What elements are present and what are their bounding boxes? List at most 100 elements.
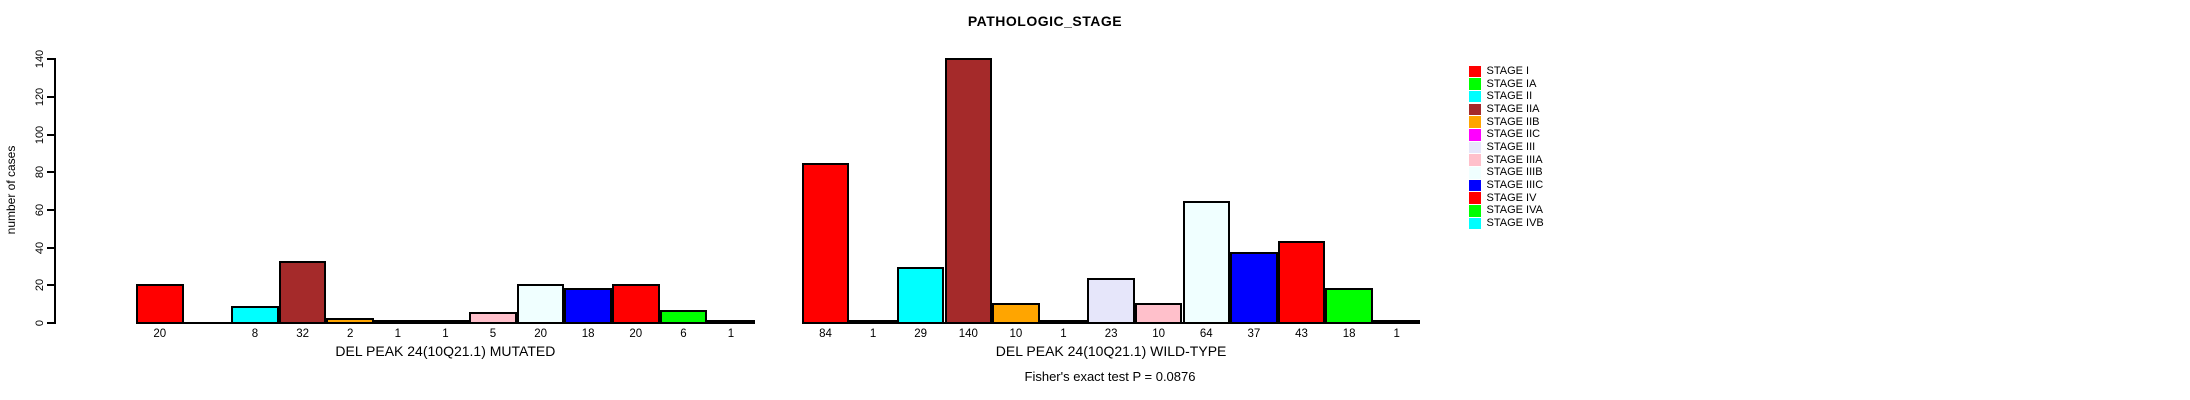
y-tick-label: 120 — [34, 87, 46, 107]
y-tick — [47, 209, 55, 212]
bar-value-label: 1 — [869, 328, 877, 340]
legend-swatch — [1469, 78, 1481, 90]
bar-value-label: 84 — [819, 328, 832, 340]
bar — [1039, 319, 1088, 324]
bar — [707, 319, 755, 324]
y-tick-label: 0 — [34, 319, 46, 327]
fisher-test-annotation: Fisher's exact test P = 0.0876 — [1024, 369, 1196, 384]
legend-swatch — [1469, 205, 1481, 217]
bar-value-label: 64 — [1199, 328, 1213, 340]
bar — [1230, 251, 1278, 324]
bar — [1372, 319, 1421, 324]
legend-item: STAGE IIC — [1469, 128, 1544, 141]
bar-value-label: 2 — [346, 328, 354, 340]
legend-swatch — [1469, 217, 1481, 230]
bar — [421, 319, 470, 324]
bar-value-label: 6 — [680, 328, 687, 340]
legend-label: STAGE I — [1486, 64, 1530, 77]
bar — [374, 319, 422, 324]
legend-swatch — [1469, 116, 1481, 128]
y-tick — [47, 284, 55, 287]
legend-label: STAGE IIA — [1486, 102, 1540, 115]
legend-item: STAGE I — [1469, 65, 1544, 78]
bar-value-label: 1 — [1393, 328, 1400, 340]
bar-value-label: 10 — [1152, 328, 1166, 340]
y-tick-label: 80 — [34, 166, 46, 179]
bar-value-label: 20 — [534, 328, 547, 340]
y-axis-label: number of cases — [4, 145, 18, 235]
bar-value-label: 20 — [153, 328, 167, 340]
legend-swatch — [1469, 103, 1481, 116]
legend-swatch — [1469, 192, 1481, 204]
legend-item: STAGE IVB — [1469, 217, 1544, 230]
bar-value-label: 1 — [442, 328, 449, 340]
legend-swatch — [1469, 154, 1481, 166]
legend-item: STAGE III — [1469, 141, 1544, 154]
bar — [896, 266, 945, 324]
y-tick-label: 140 — [34, 50, 46, 69]
bar — [136, 283, 184, 324]
legend-swatch — [1469, 179, 1481, 192]
bar-value-label: 29 — [914, 328, 928, 340]
y-axis-line — [54, 58, 56, 324]
legend-item: STAGE IA — [1469, 78, 1544, 91]
bar-value-label: 1 — [727, 328, 735, 340]
legend-item: STAGE II — [1469, 90, 1544, 103]
bar-value-label: 37 — [1247, 328, 1261, 340]
bar — [801, 163, 850, 324]
bar-value-label: 32 — [296, 328, 309, 340]
legend-swatch — [1469, 141, 1481, 154]
wildtype-axis-title: DEL PEAK 24(10Q21.1) WILD-TYPE — [995, 343, 1227, 359]
chart-title: PATHOLOGIC_STAGE — [967, 13, 1123, 29]
legend-item: STAGE IIB — [1469, 116, 1544, 129]
bar — [469, 312, 517, 324]
legend-item: STAGE IIIA — [1469, 154, 1544, 167]
y-tick — [47, 58, 55, 61]
legend-swatch — [1469, 65, 1481, 78]
bar — [564, 287, 612, 324]
legend-label: STAGE IIIB — [1486, 166, 1543, 179]
legend-label: STAGE II — [1486, 90, 1533, 103]
legend-item: STAGE IIIB — [1469, 167, 1544, 180]
y-tick-label: 100 — [34, 125, 46, 144]
bar — [1182, 200, 1231, 324]
legend-item: STAGE IV — [1469, 192, 1544, 205]
y-tick-label: 60 — [34, 203, 46, 217]
y-tick — [47, 133, 55, 136]
bar-value-label: 18 — [1342, 328, 1356, 340]
bar-value-label: 10 — [1009, 328, 1023, 340]
bar — [1087, 278, 1135, 324]
y-tick-label: 40 — [34, 241, 46, 254]
mutated-axis-title: DEL PEAK 24(10Q21.1) MUTATED — [335, 343, 556, 359]
bar-value-label: 20 — [629, 328, 643, 340]
legend-label: STAGE IVB — [1486, 217, 1544, 230]
legend-label: STAGE IIIC — [1486, 179, 1544, 192]
legend-item: STAGE IVA — [1469, 205, 1544, 218]
legend: STAGE I STAGE IA STAGE II STAGE IIA STAGE II… — [1469, 65, 1544, 230]
bar — [944, 57, 993, 324]
bar — [992, 302, 1040, 324]
bar-value-label: 8 — [251, 328, 259, 340]
legend-swatch — [1469, 129, 1481, 141]
bar-value-label: 1 — [1060, 328, 1067, 340]
legend-label: STAGE IIB — [1486, 115, 1540, 128]
y-tick — [47, 246, 55, 249]
bar — [231, 306, 279, 324]
bar — [516, 283, 565, 324]
bar — [1134, 302, 1183, 324]
bar — [1325, 287, 1373, 324]
bar-value-label: 1 — [394, 328, 401, 340]
bar — [326, 317, 374, 324]
y-tick-label: 20 — [34, 279, 46, 292]
bar — [1277, 240, 1326, 324]
bar-value-label: 5 — [489, 328, 497, 340]
legend-label: STAGE IV — [1486, 191, 1537, 204]
bar — [659, 310, 708, 324]
legend-swatch — [1469, 167, 1481, 179]
legend-label: STAGE IIC — [1486, 128, 1541, 141]
y-tick — [47, 171, 55, 174]
legend-item: STAGE IIA — [1469, 103, 1544, 116]
legend-swatch — [1469, 90, 1481, 103]
bar — [278, 261, 327, 324]
